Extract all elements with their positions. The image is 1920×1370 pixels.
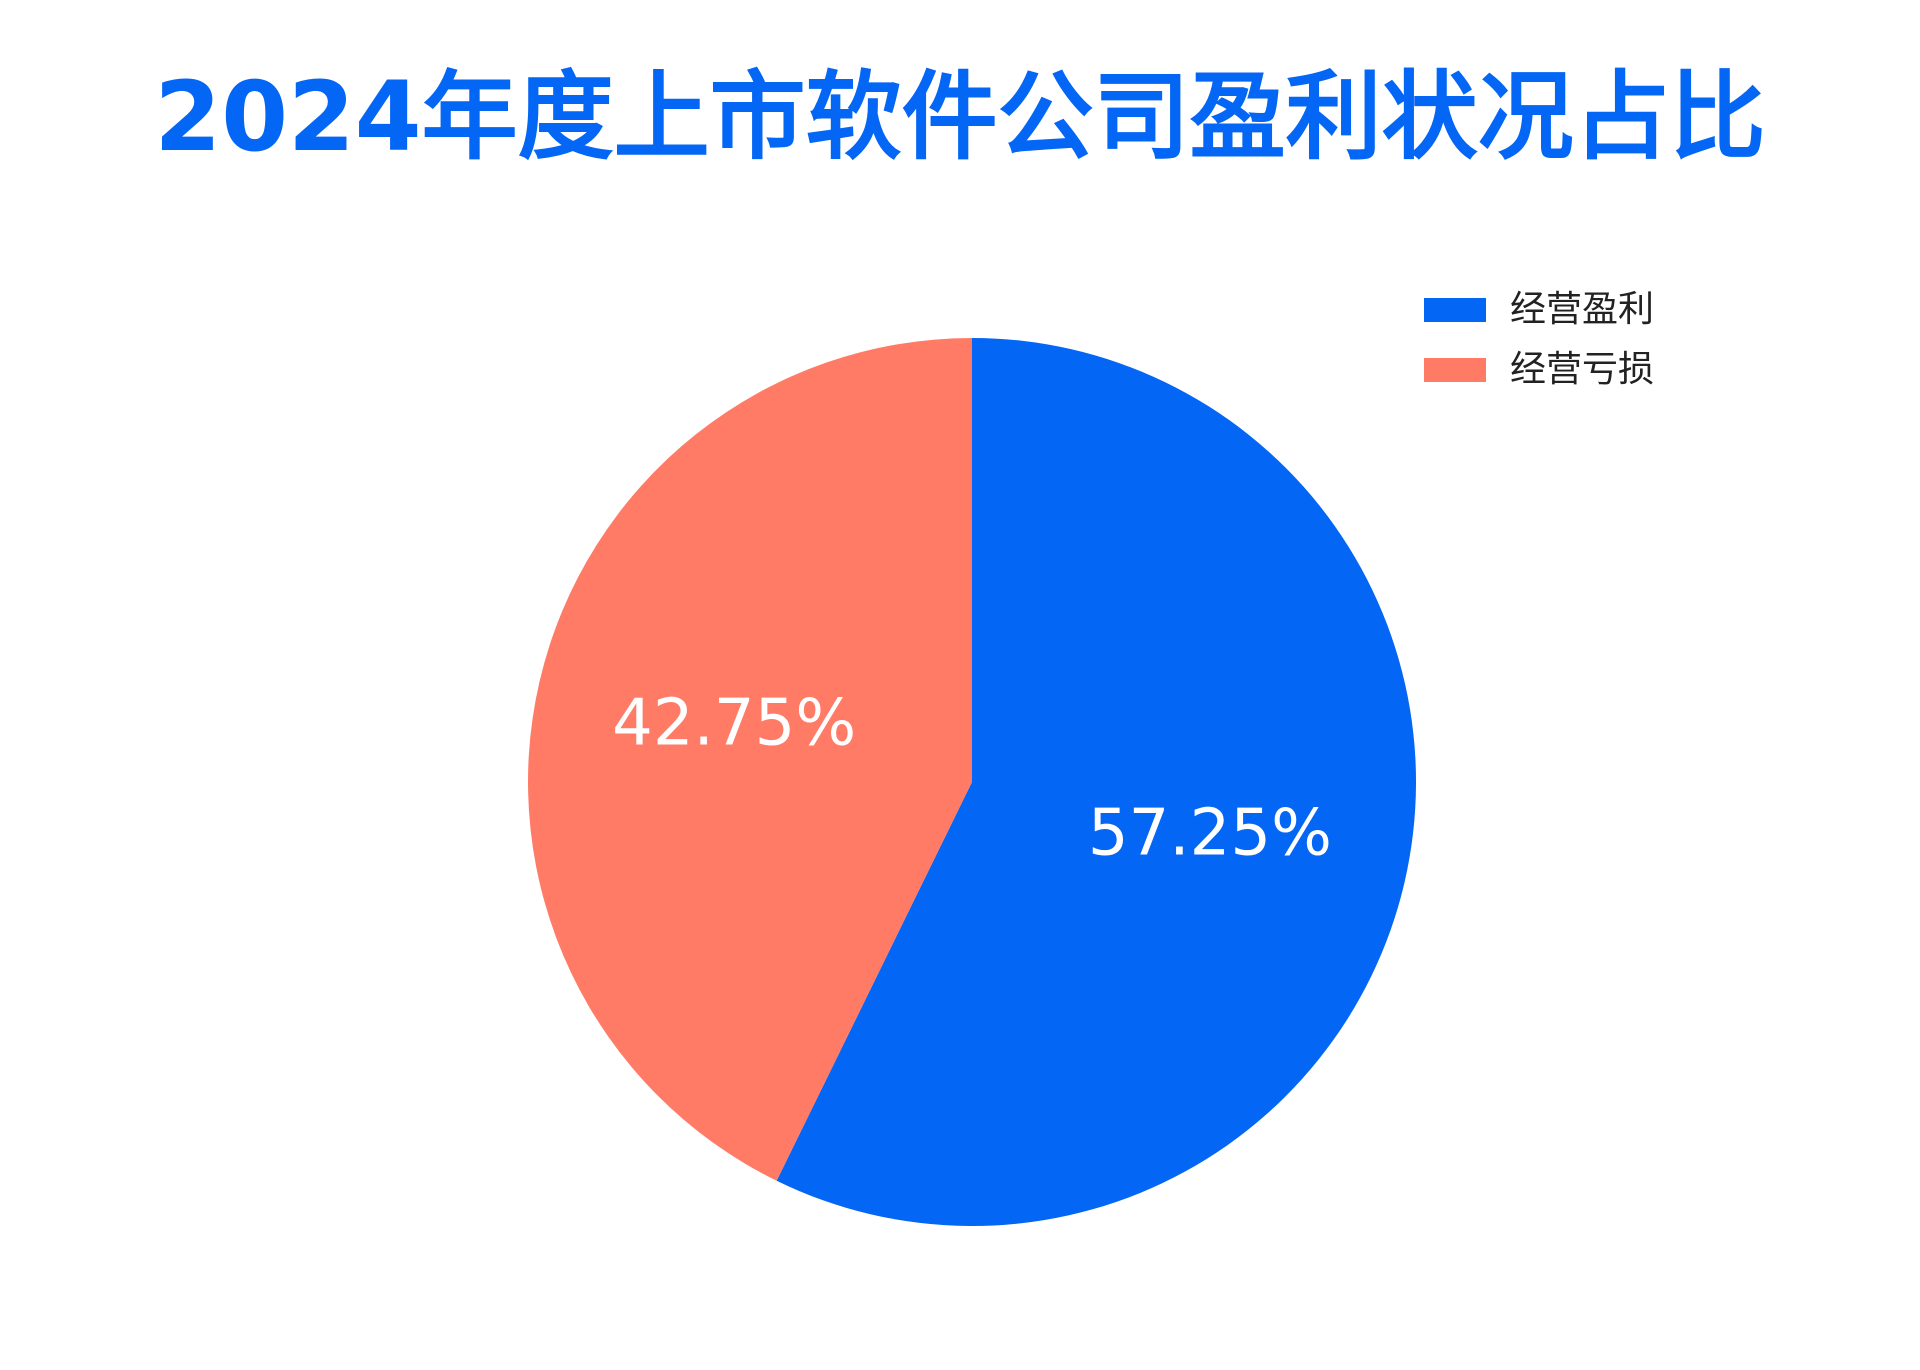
pie-slice-loss (528, 338, 972, 1181)
legend-label-loss: 经营亏损 (1510, 349, 1655, 390)
legend-swatch-loss (1424, 358, 1486, 382)
legend-label-profit: 经营盈利 (1510, 289, 1655, 330)
pie-slice-profit (776, 338, 1417, 1226)
legend-item-profit: 经营盈利 (1424, 280, 1654, 340)
legend-swatch-profit (1424, 298, 1486, 322)
legend: 经营盈利 经营亏损 (1424, 280, 1654, 400)
legend-item-loss: 经营亏损 (1424, 340, 1654, 400)
slice-label-profit: 57.25% (1088, 797, 1332, 871)
chart-title: 2024年度上市软件公司盈利状况占比 (154, 61, 1766, 173)
slice-label-loss: 42.75% (612, 686, 856, 760)
